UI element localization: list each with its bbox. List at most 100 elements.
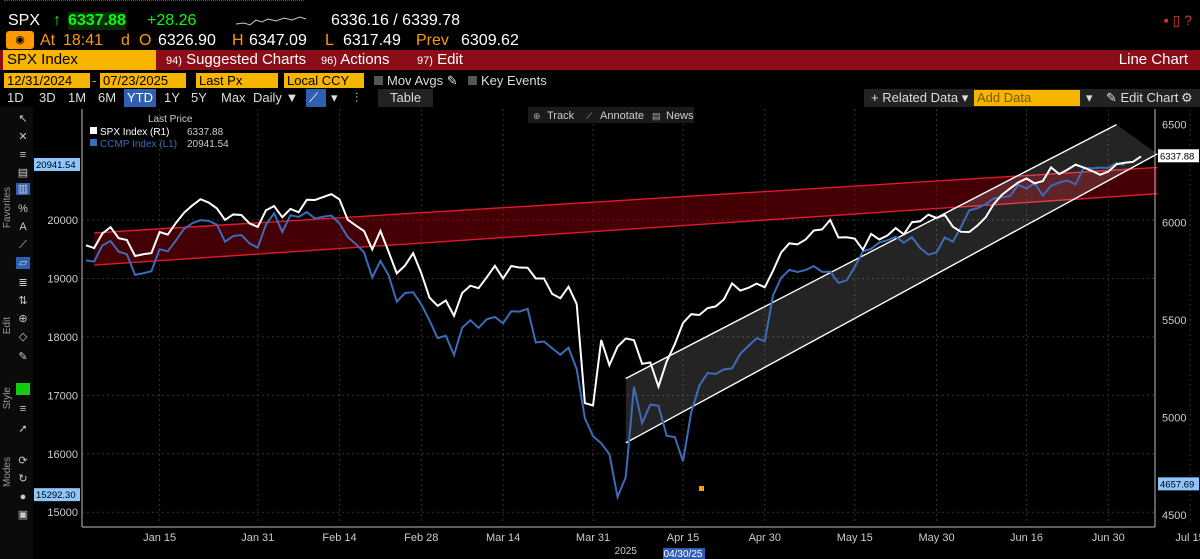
period-1y[interactable]: 1Y [164,90,180,105]
period-6m[interactable]: 6M [98,90,117,105]
bloomberg-function-icon[interactable]: ◉ [6,31,34,49]
crosshair-icon[interactable]: ✕ [18,131,28,143]
stats-line: ◉ At 18:41 d O 6326.90 H 6347.09 L 6317.… [0,31,1200,51]
quote-line: SPX ↑ 6337.88 +28.26 6336.16 / 6339.78 ▪… [0,8,1200,32]
x-year-label: 2025 [615,546,638,557]
period-1d[interactable]: 1D [7,90,24,105]
reload-icon[interactable]: ⟳ [18,455,28,467]
spx-line[interactable] [85,155,1142,407]
right-bottom-tag [1158,477,1199,491]
chart-icon[interactable]: ▥ [16,183,30,195]
chart-type-dropdown-icon[interactable]: ▾ [331,90,338,105]
end-date-field[interactable]: 07/23/2025 [100,73,186,88]
mov-avgs-toggle[interactable]: Mov Avgs ✎ [374,73,458,88]
legend-swatch [90,139,97,146]
bid-ask: 6336.16 / 6339.78 [331,12,461,29]
track-button[interactable]: Track [547,110,575,122]
zoom-icon[interactable]: ⊕ [18,313,28,325]
trendline-icon[interactable]: ⟋ [19,239,27,251]
text-tool-icon[interactable]: A [19,221,27,233]
field-selector[interactable]: Last Px [196,73,278,88]
currency-selector[interactable]: Local CCY [284,73,364,88]
channel-icon[interactable]: ▱ [16,257,30,269]
key-events-toggle[interactable]: Key Events [468,73,547,88]
frequency-selector[interactable]: Daily ▼ [253,90,299,105]
low-label: L [325,32,334,49]
open-label: O [139,32,152,49]
add-data-input[interactable]: Add Data [974,90,1080,106]
period-5y[interactable]: 5Y [191,90,207,105]
legend-series-value: 20941.54 [187,139,229,150]
period-max[interactable]: Max [221,90,246,105]
red-channel-lower[interactable] [94,193,1158,266]
ruler-icon[interactable]: ▤ [17,167,29,179]
settings-gear-icon[interactable]: ⚙ [1181,90,1193,105]
left-top-tag [34,158,80,172]
event-marker[interactable] [699,486,704,491]
open-value: 6326.90 [158,32,216,49]
edit-chart-button[interactable]: ✎ Edit Chart [1106,90,1179,105]
x-tick-label: Jul 15 [1175,532,1200,544]
ccmp-line[interactable] [85,162,1125,501]
x-tick-label: May 15 [837,532,873,544]
left-tick-label: 19000 [47,273,78,285]
options-bar: 12/31/2024 - 07/23/2025 Last Px Local CC… [0,71,1200,90]
news-button[interactable]: News [666,110,694,122]
palette-icon[interactable]: ● [19,491,27,503]
suggested-charts-button[interactable]: 94) Suggested Charts [166,50,306,70]
white-channel-upper[interactable] [625,123,1117,380]
at-label: At [40,32,56,49]
cursor-icon[interactable]: ↖ [18,113,28,125]
track-icon: ⊕ [533,111,541,121]
key-events-label: Key Events [481,73,547,88]
line-chart-icon[interactable]: ⟋ [306,89,326,107]
d-label: d [121,32,130,49]
period-ytd[interactable]: YTD [124,89,156,107]
list-icon[interactable]: ≡ [19,149,27,161]
window-icon[interactable]: ▣ [17,509,29,521]
eraser-icon[interactable]: ✎ [18,351,28,363]
white-channel-lower[interactable] [625,153,1158,444]
chart-toolbar: 1D 3D 1M 6M YTD 1Y 5Y Max Daily ▼ ⟋ ▾ ⫶ Table +… [0,89,1200,107]
color-swatch-icon[interactable]: ■ [16,383,30,395]
x-tick-label: Feb 28 [404,532,438,544]
suggested-num: 94) [166,55,182,67]
line-chart[interactable]: 15000 16000 17000 18000 19000 20000 4500 5000 55… [0,107,1200,559]
table-button[interactable]: Table [378,89,434,107]
related-data-button[interactable]: + Related Data ▾ [871,90,969,105]
add-data-dropdown-icon[interactable]: ▾ [1086,90,1093,105]
cursor-date-tag [663,548,706,559]
pan-icon[interactable]: ⇅ [18,295,28,307]
price-change: +28.26 [147,12,197,29]
actions-button[interactable]: 96) Actions [321,50,389,70]
edit-button[interactable]: 97) Edit [417,50,463,70]
period-3d[interactable]: 3D [39,90,56,105]
right-tick-label: 6500 [1162,120,1186,132]
left-tick-label: 15000 [47,507,78,519]
low-value: 6317.49 [343,32,401,49]
percent-icon[interactable]: % [18,203,28,215]
annotate-button[interactable]: Annotate [600,110,644,122]
bar-chart-icon[interactable]: ⫶ [355,90,359,105]
actions-label: Actions [340,51,390,68]
x-tick-label: Feb 14 [322,532,356,544]
legend-swatch [90,127,97,134]
window-strip [0,0,1200,8]
prev-label: Prev [416,32,449,49]
right-top-tag-label: 6337.88 [1160,151,1194,162]
x-tick-label: Jun 16 [1010,532,1043,544]
quote-ticker: SPX [8,12,41,29]
checkbox-icon [468,76,477,85]
security-field[interactable]: SPX Index [3,50,156,70]
start-date-field[interactable]: 12/31/2024 [4,73,90,88]
arrow-style-icon[interactable]: ➚ [18,423,28,435]
right-tick-label: 4500 [1162,510,1186,522]
red-channel-upper[interactable] [94,166,1158,234]
legend-series-name: CCMP Index (L1) [100,139,177,150]
fib-icon[interactable]: ≣ [18,277,28,289]
refresh-icon[interactable]: ↻ [18,473,28,485]
window-controls-icon[interactable]: ▪ ▯ ? [1163,12,1192,28]
shape-icon[interactable]: ◇ [18,331,28,343]
line-style-icon[interactable]: ≡ [19,403,27,415]
period-1m[interactable]: 1M [68,90,87,105]
